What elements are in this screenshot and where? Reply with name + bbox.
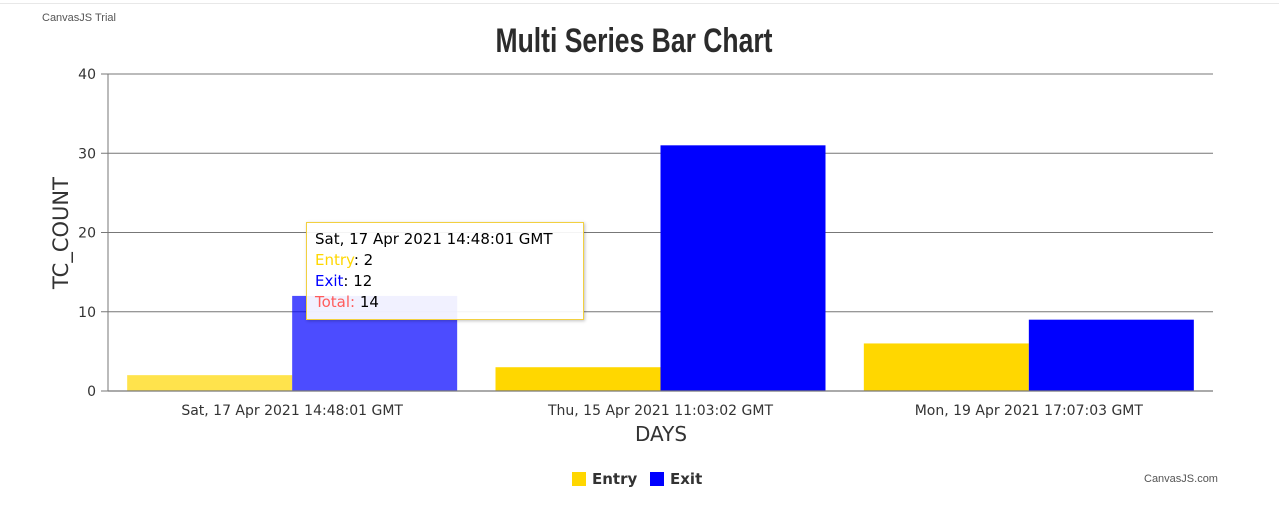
- y-tick-label: 0: [87, 384, 96, 400]
- tooltip-total-value: 14: [359, 293, 379, 311]
- y-tick-label: 30: [78, 146, 96, 162]
- y-tick-label: 40: [78, 67, 96, 83]
- top-divider: [0, 3, 1279, 4]
- tooltip-total-row: Total: 14: [315, 292, 575, 313]
- legend[interactable]: Entry Exit: [572, 470, 702, 488]
- tooltip-entry-label: Entry: [315, 251, 354, 269]
- x-tick-label: Thu, 15 Apr 2021 11:03:02 GMT: [547, 403, 773, 419]
- tooltip-header: Sat, 17 Apr 2021 14:48:01 GMT: [315, 230, 553, 248]
- bars-group: [127, 145, 1194, 391]
- legend-swatch-entry: [572, 472, 586, 486]
- tooltip-exit-value: 12: [353, 272, 373, 290]
- y-tick-label: 20: [78, 226, 96, 242]
- bar-exit: [1028, 319, 1194, 391]
- chart-title: Multi Series Bar Chart: [495, 22, 772, 60]
- axes-group: 0 10 20 30 40 Sat, 17 Apr 2021 14:48:01 GMT Th…: [78, 67, 1213, 419]
- tooltip-entry-row: Entry: 2: [315, 251, 374, 269]
- tooltip-entry-value: 2: [363, 251, 374, 269]
- tooltip-exit-row: Exit: 12: [315, 272, 373, 290]
- watermark-text: CanvasJS Trial: [42, 12, 116, 24]
- legend-swatch-exit: [650, 472, 664, 486]
- tooltip-exit-label: Exit: [315, 272, 344, 290]
- bar-entry: [863, 343, 1029, 391]
- x-tick-label: Mon, 19 Apr 2021 17:07:03 GMT: [915, 403, 1144, 419]
- x-axis-label: DAYS: [635, 422, 687, 446]
- bar-exit: [660, 145, 826, 391]
- bar-entry: [495, 367, 661, 391]
- bar-entry: [127, 375, 293, 391]
- legend-label-exit: Exit: [670, 470, 702, 488]
- tooltip: Sat, 17 Apr 2021 14:48:01 GMT Entry: 2 E…: [306, 222, 584, 320]
- credit-link[interactable]: CanvasJS.com: [1144, 473, 1218, 485]
- y-tick-label: 10: [78, 305, 96, 321]
- tooltip-total-label: Total:: [315, 293, 356, 311]
- legend-label-entry: Entry: [592, 470, 637, 488]
- x-tick-label: Sat, 17 Apr 2021 14:48:01 GMT: [181, 403, 403, 419]
- y-axis-label: TC_COUNT: [49, 177, 74, 290]
